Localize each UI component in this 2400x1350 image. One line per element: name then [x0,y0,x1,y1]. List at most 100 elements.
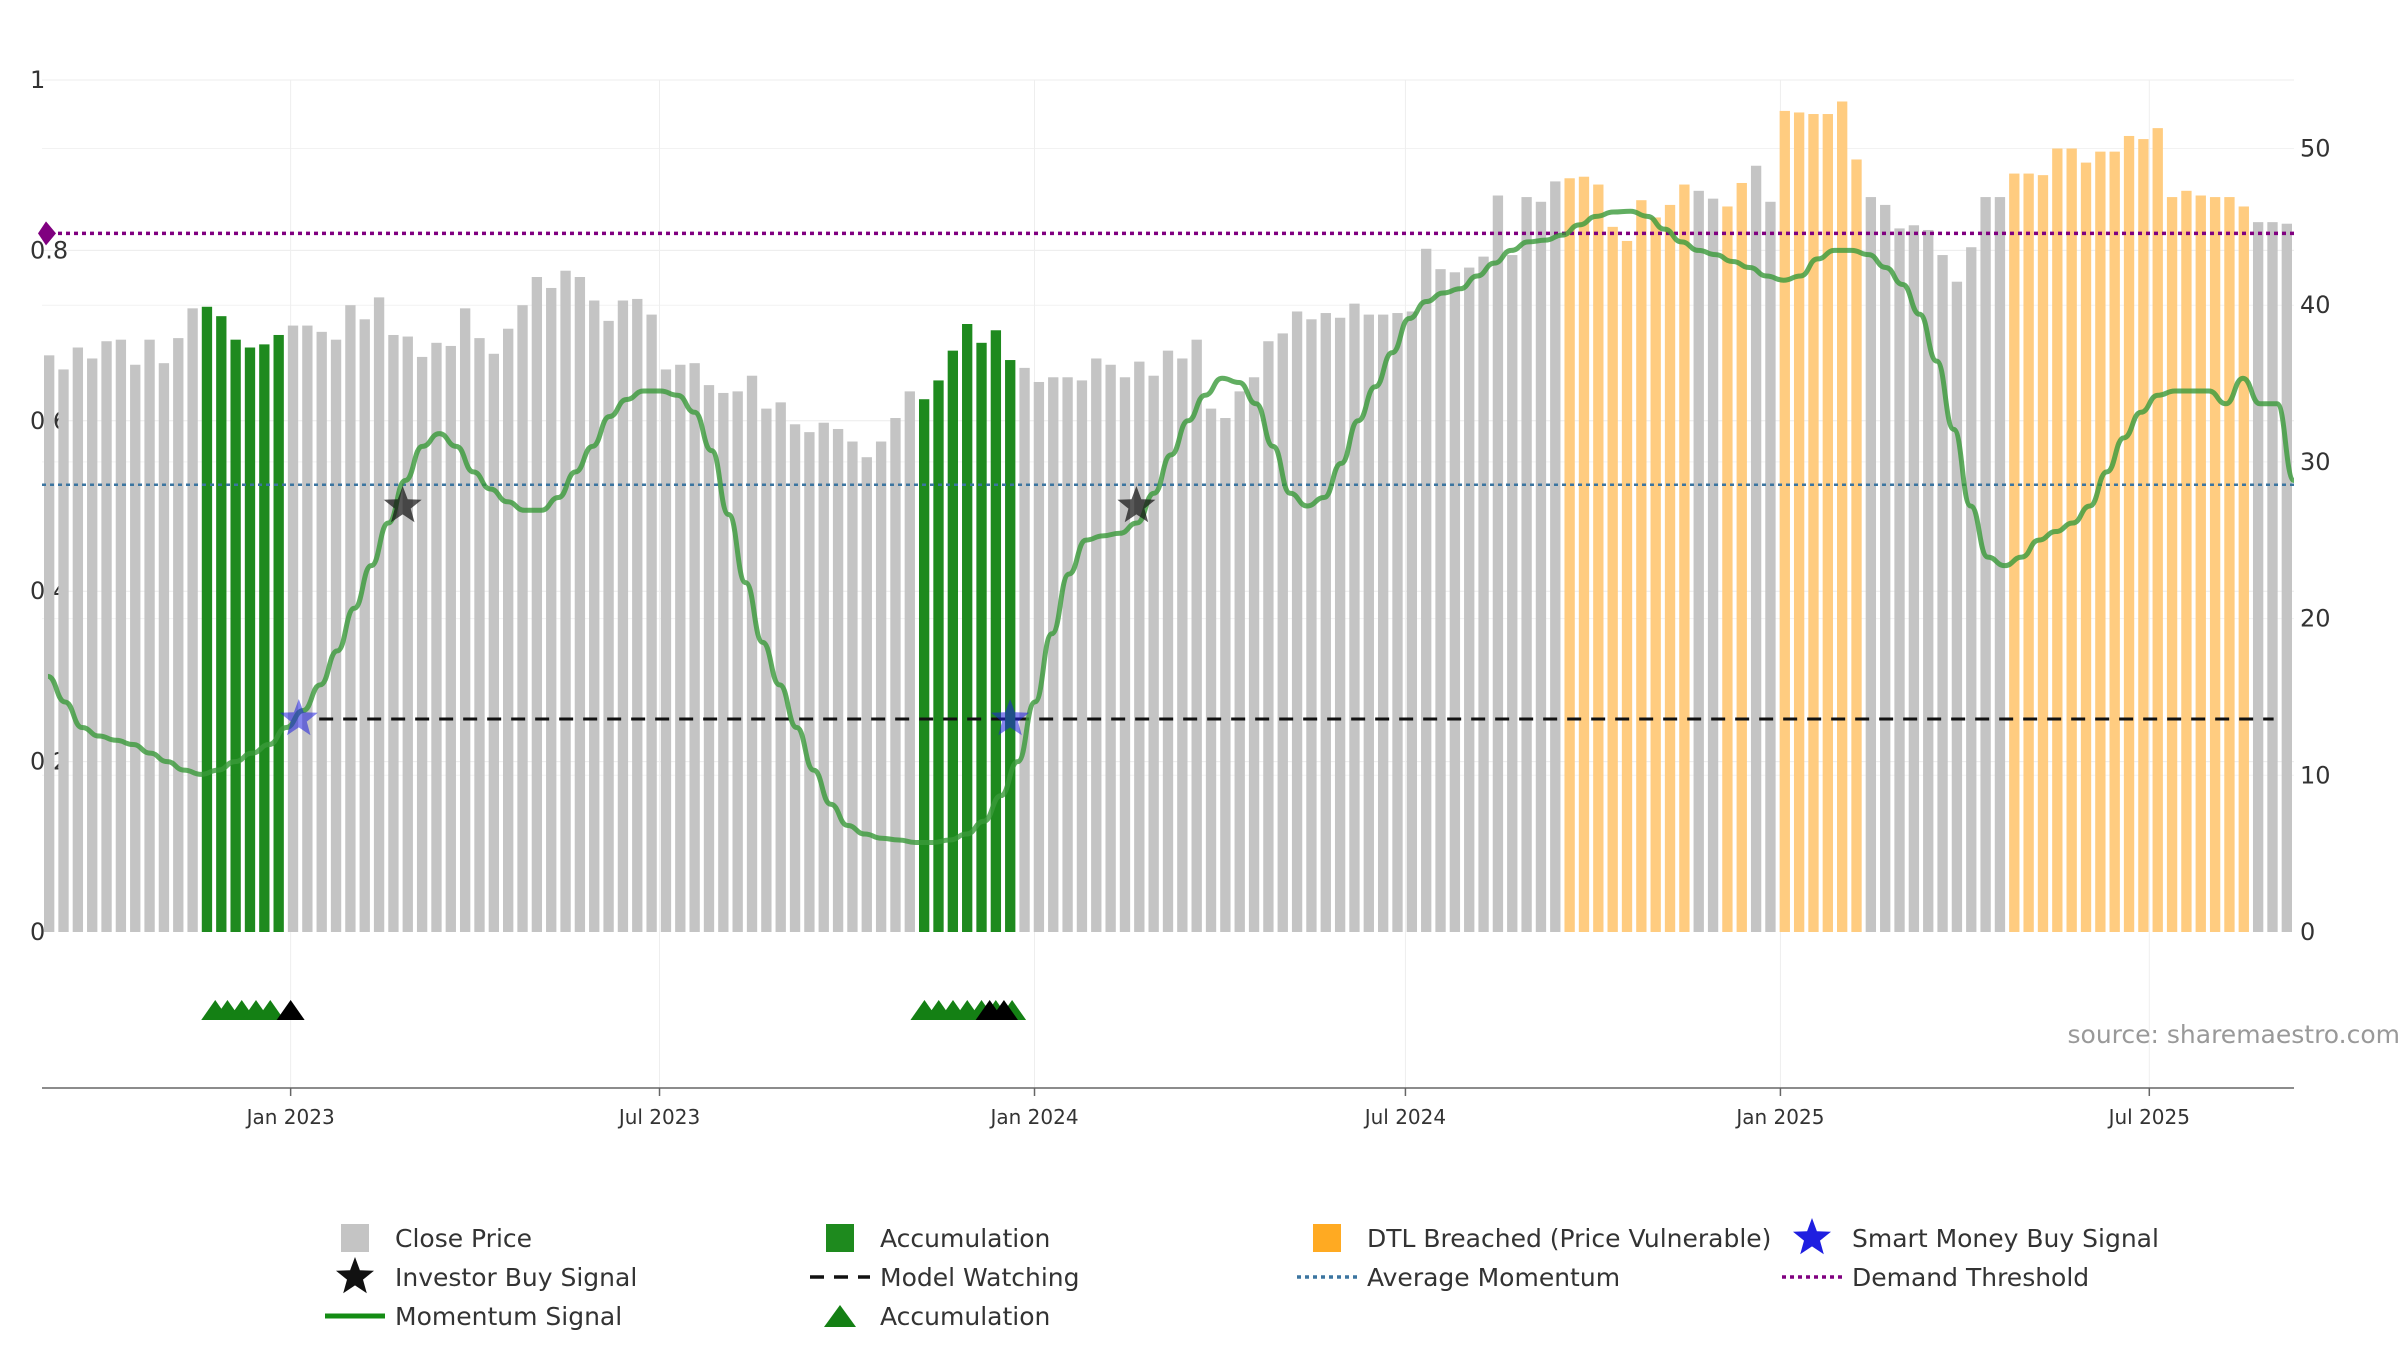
close-price-bar [1134,361,1145,932]
close-price-bar [1449,272,1461,933]
close-price-bar [1980,197,1991,932]
close-price-bar [1334,317,1346,933]
dtl-bar [1607,226,1618,933]
accumulation-bar [216,316,227,932]
close-price-bar [1306,319,1317,933]
close-price-bar [1765,201,1776,932]
dtl-bar [2209,197,2221,932]
dtl-bar [2066,148,2077,932]
close-price-bar [1019,367,1030,932]
investor-star [1117,486,1156,523]
x-tick-label: Jan 2024 [988,1105,1078,1129]
close-price-bar [2281,223,2292,932]
dtl-bar [2095,151,2106,932]
left-tick-label: 1 [30,66,45,94]
right-tick-label: 50 [2300,135,2331,163]
legend-label: Average Momentum [1367,1263,1620,1292]
close-price-bar [574,276,586,932]
close-price-bar [445,345,456,932]
momentum-line [47,208,2297,846]
close-price-bar [72,347,84,932]
legend-label: Smart Money Buy Signal [1852,1224,2159,1253]
close-price-bar [1880,204,1891,933]
close-price-bar [1507,255,1518,932]
close-price-bar [1033,381,1045,932]
close-price-bar [459,308,471,933]
close-price-bar [173,338,184,932]
close-price-bar [1435,269,1446,932]
close-price-bar [1951,281,1963,932]
close-price-bar [589,300,600,932]
right-tick-label: 10 [2300,761,2331,789]
close-price-bar [503,328,514,933]
dtl-bar [1808,114,1819,932]
dtl-bar [2080,162,2092,932]
close-price-bar [660,369,672,932]
close-price-bar [488,353,499,933]
left-tick-label: 0 [30,918,45,946]
legend-label: Model Watching [880,1263,1080,1292]
legend-square-icon [341,1224,369,1252]
legend-item: Accumulation [826,1224,1050,1253]
accumulation-bar [990,330,1002,933]
legend: Close Price Accumulation DTL Breached (Pri… [325,1218,2159,1331]
smart-money-star [279,699,318,736]
dtl-bar [1736,182,1747,932]
legend-star-icon [1793,1218,1831,1255]
dtl-bar [1650,217,1661,932]
close-price-bar [101,341,112,933]
close-price-bar [1693,190,1704,932]
close-price-bar [1248,377,1260,933]
legend-square-icon [826,1224,854,1252]
close-price-bar [1291,311,1303,932]
close-price-bar [1550,181,1561,933]
close-price-bar [546,287,557,932]
dtl-bar [2138,139,2149,932]
close-price-bar [1521,197,1532,932]
dtl-bar [1679,184,1690,932]
close-price-bar [1966,247,1977,932]
close-price-bar [1320,313,1331,932]
close-price-bar [675,364,686,933]
close-price-bar [703,385,715,932]
close-price-bar [689,363,700,933]
close-price-bar [1937,255,1948,932]
close-price-bar [1406,311,1418,932]
accumulation-markers [201,1000,1027,1020]
close-price-bar [861,457,872,932]
close-price-bar [775,402,786,932]
close-price-bar [732,391,743,932]
close-price-bar [474,338,485,932]
dtl-bar [2195,195,2206,932]
accumulation-bar [933,380,944,932]
x-tick-label: Jul 2023 [617,1105,700,1129]
accumulation-bar [976,342,987,933]
right-tick-label: 30 [2300,448,2331,476]
close-price-bar [44,355,55,932]
accumulation-bar [230,339,241,932]
legend-item: Close Price [341,1224,532,1253]
close-price-bar [890,418,901,932]
close-price-bar [87,358,98,932]
close-price-bar [330,339,342,932]
x-tick-label: Jan 2023 [245,1105,335,1129]
close-price-bar [1750,165,1762,932]
legend-item: Momentum Signal [325,1302,622,1331]
close-price-bar [1492,195,1504,932]
legend-item: Accumulation [824,1302,1050,1331]
x-tick-label: Jan 2025 [1734,1105,1824,1129]
close-price-bar [632,298,643,932]
accumulation-bar [273,334,284,932]
dtl-bar [1621,240,1633,932]
close-price-bar [1349,303,1360,932]
smart-money-star [991,699,1030,736]
x-tick-label: Jul 2025 [2107,1105,2190,1129]
close-price-bar [388,334,399,932]
close-price-bar [1392,313,1403,932]
close-price-bar [875,441,887,932]
legend-square-icon [1313,1224,1341,1252]
close-price-bar [1177,358,1188,932]
legend-item: Investor Buy Signal [336,1257,637,1294]
close-price-bar [287,325,299,932]
